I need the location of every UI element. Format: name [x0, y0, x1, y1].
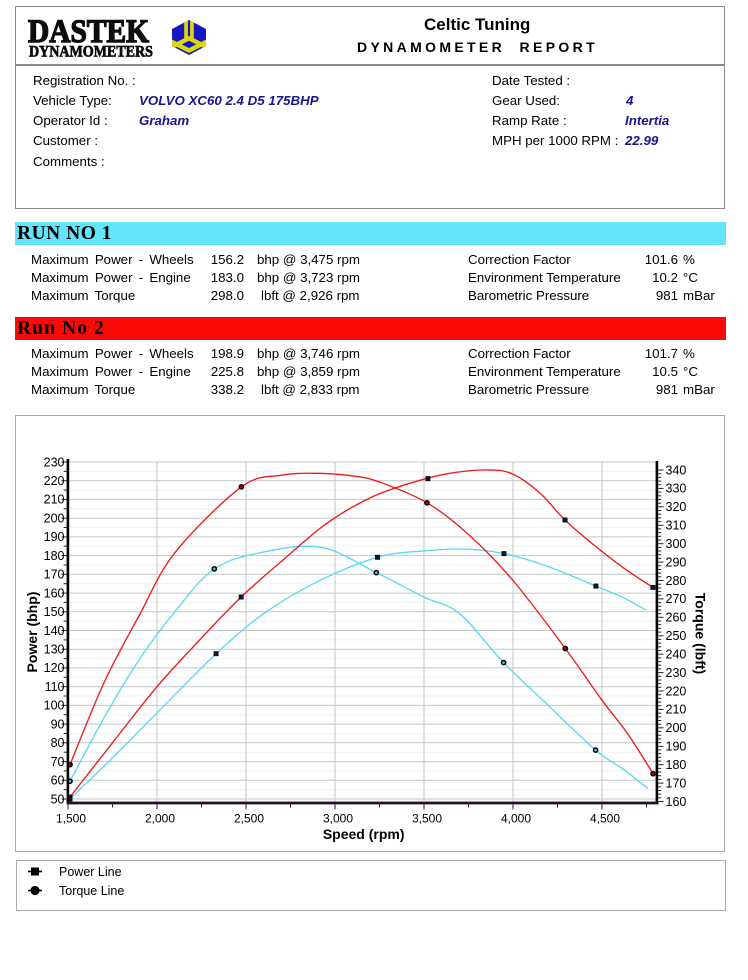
svg-text:200: 200: [666, 721, 687, 735]
svg-text:340: 340: [666, 463, 687, 477]
svg-text:320: 320: [666, 500, 687, 514]
svg-text:2,500: 2,500: [234, 812, 264, 826]
svg-text:Torque Line: Torque Line: [59, 884, 124, 898]
svg-text:120: 120: [44, 661, 65, 675]
svg-text:70: 70: [51, 755, 65, 769]
svg-text:210: 210: [666, 703, 687, 717]
svg-text:3,500: 3,500: [412, 812, 442, 826]
svg-text:DASTEK: DASTEK: [28, 14, 149, 50]
svg-text:90: 90: [51, 717, 65, 731]
svg-text:200: 200: [44, 512, 65, 526]
svg-text:230: 230: [666, 666, 687, 680]
svg-text:170: 170: [44, 568, 65, 582]
svg-text:260: 260: [666, 611, 687, 625]
svg-text:Power (bhp): Power (bhp): [24, 592, 40, 673]
svg-text:150: 150: [44, 605, 65, 619]
svg-text:4,500: 4,500: [590, 812, 620, 826]
svg-text:160: 160: [666, 795, 687, 809]
svg-text:100: 100: [44, 699, 65, 713]
svg-text:DYNAMOMETERS: DYNAMOMETERS: [29, 44, 153, 61]
svg-text:210: 210: [44, 493, 65, 507]
svg-text:1,500: 1,500: [56, 812, 86, 826]
svg-text:190: 190: [44, 530, 65, 544]
svg-text:Power Line: Power Line: [59, 865, 122, 879]
svg-text:270: 270: [666, 592, 687, 606]
svg-text:Speed (rpm): Speed (rpm): [323, 826, 405, 842]
svg-text:170: 170: [666, 776, 687, 790]
svg-text:220: 220: [44, 474, 65, 488]
svg-text:230: 230: [44, 455, 65, 469]
svg-text:50: 50: [51, 792, 65, 806]
svg-text:140: 140: [44, 624, 65, 638]
svg-text:190: 190: [666, 740, 687, 754]
svg-text:330: 330: [666, 482, 687, 496]
svg-text:240: 240: [666, 648, 687, 662]
svg-text:130: 130: [44, 643, 65, 657]
svg-text:280: 280: [666, 574, 687, 588]
svg-text:160: 160: [44, 586, 65, 600]
svg-text:180: 180: [666, 758, 687, 772]
svg-text:60: 60: [51, 774, 65, 788]
svg-text:290: 290: [666, 555, 687, 569]
svg-text:310: 310: [666, 519, 687, 533]
svg-text:250: 250: [666, 629, 687, 643]
svg-text:180: 180: [44, 549, 65, 563]
svg-text:110: 110: [45, 680, 65, 694]
svg-text:80: 80: [51, 736, 65, 750]
svg-text:4,000: 4,000: [501, 812, 531, 826]
svg-text:2,000: 2,000: [145, 812, 175, 826]
svg-text:Torque (lbft): Torque (lbft): [693, 593, 709, 674]
svg-text:300: 300: [666, 537, 687, 551]
svg-text:3,000: 3,000: [323, 812, 353, 826]
svg-text:220: 220: [666, 684, 687, 698]
